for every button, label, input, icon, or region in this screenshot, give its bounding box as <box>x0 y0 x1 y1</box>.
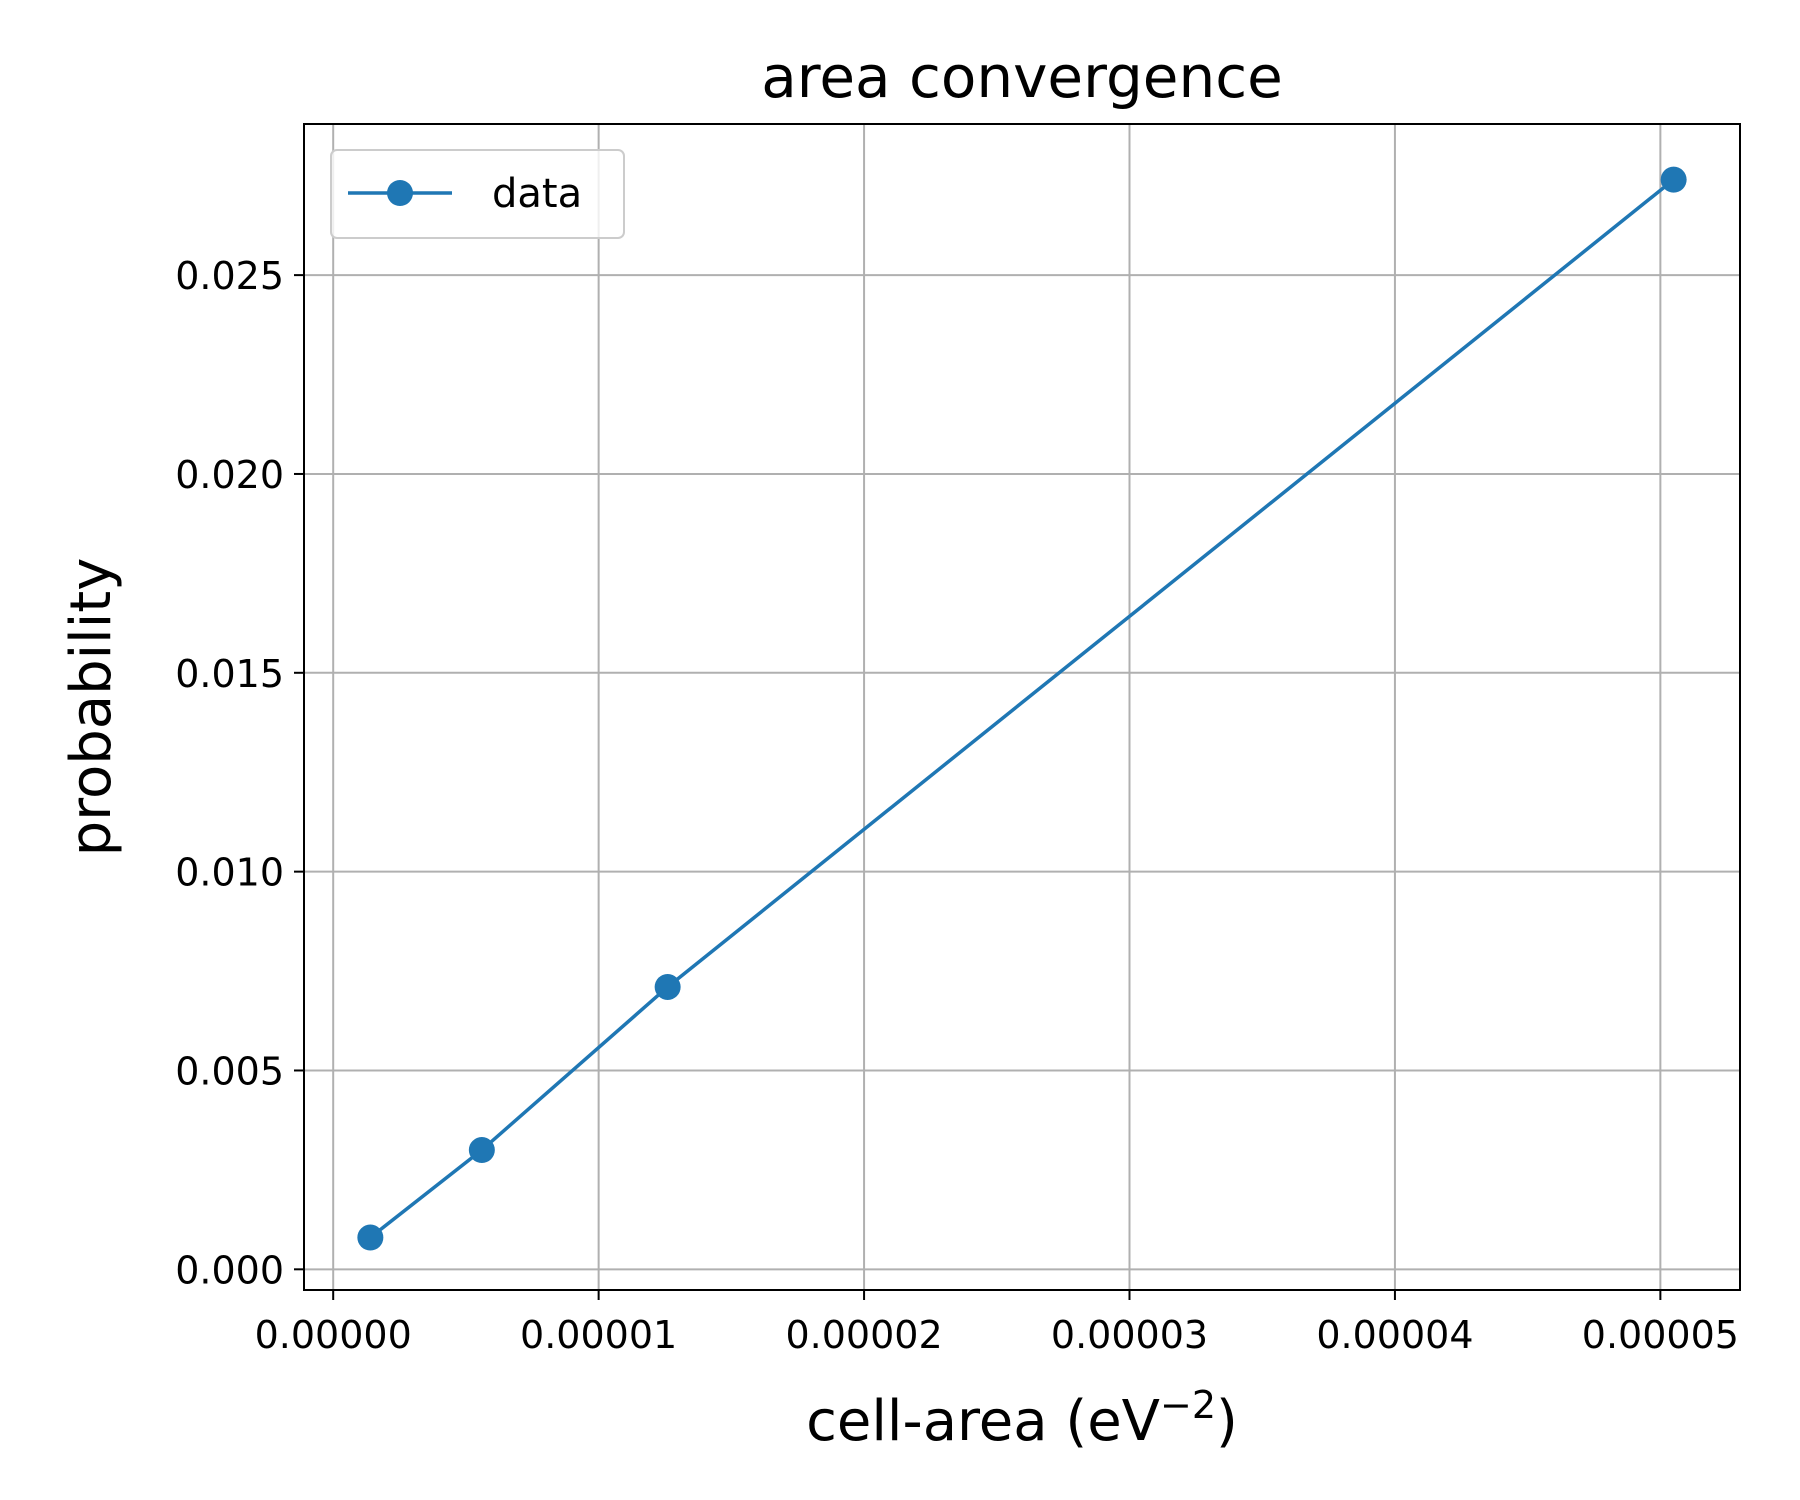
data-point <box>1660 166 1687 193</box>
plot-frame <box>303 123 1741 1291</box>
y-tick-label: 0.000 <box>175 1248 284 1292</box>
x-tick-label: 0.00005 <box>1582 1313 1739 1357</box>
x-tick-label: 0.00002 <box>785 1313 942 1357</box>
legend: data <box>330 149 625 239</box>
legend-marker-swatch <box>387 180 413 206</box>
grid <box>304 124 1740 1290</box>
x-tick-label: 0.00000 <box>255 1313 412 1357</box>
chart-title: area convergence <box>761 43 1283 111</box>
x-axis: 0.00000 0.00001 0.00002 0.00003 0.00004 0.000… <box>255 1290 1739 1357</box>
y-tick-label: 0.025 <box>175 254 284 298</box>
y-tick-label: 0.020 <box>175 453 284 497</box>
y-axis: 0.000 0.005 0.010 0.015 0.020 0.025 <box>175 254 304 1292</box>
data-point <box>654 973 681 1000</box>
legend-label-data: data <box>492 171 582 217</box>
x-tick-label: 0.00003 <box>1051 1313 1208 1357</box>
x-tick-label: 0.00001 <box>520 1313 677 1357</box>
x-axis-label-suffix: ) <box>1216 1389 1238 1454</box>
x-axis-label-superscript: −2 <box>1160 1383 1216 1427</box>
y-tick-label: 0.010 <box>175 851 284 895</box>
y-tick-label: 0.005 <box>175 1049 284 1093</box>
x-axis-label-main: cell-area (eV <box>806 1389 1160 1454</box>
series-line <box>369 178 1675 1239</box>
x-axis-label: cell-area (eV−2) <box>806 1383 1238 1454</box>
y-tick-label: 0.015 <box>175 652 284 696</box>
y-axis-label: probability <box>59 558 124 857</box>
data-point <box>357 1224 384 1251</box>
series-layer <box>357 166 1687 1251</box>
data-point <box>468 1137 495 1164</box>
x-tick-label: 0.00004 <box>1316 1313 1473 1357</box>
legend-box <box>330 149 625 239</box>
